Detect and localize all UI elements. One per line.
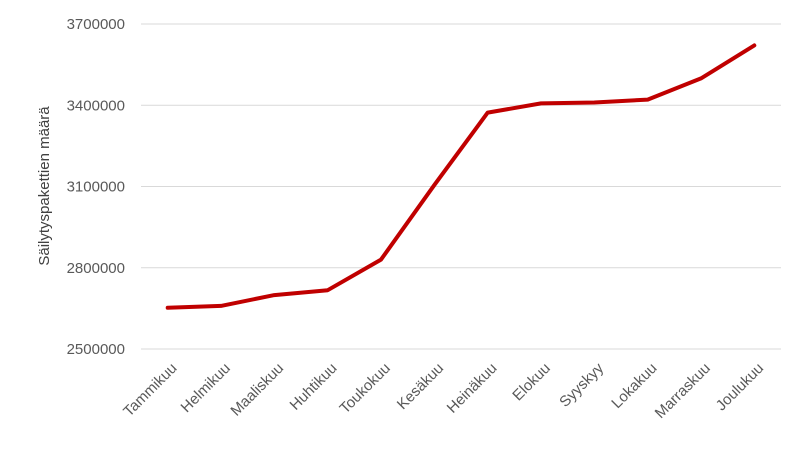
x-tick-label: Marraskuu <box>652 360 714 422</box>
x-tick-label: Heinäkuu <box>444 360 501 417</box>
y-tick-label: 2800000 <box>67 260 125 277</box>
y-axis-tick-labels: 2500000 2800000 3100000 3400000 3700000 <box>67 16 125 358</box>
x-tick-label: Lokakuu <box>608 360 660 412</box>
x-tick-label: Huhtikuu <box>287 360 341 414</box>
x-tick-label: Syyskyy <box>556 359 607 410</box>
y-tick-label: 3100000 <box>67 179 125 196</box>
x-tick-label: Tammikuu <box>120 360 180 420</box>
y-tick-label: 2500000 <box>67 341 125 358</box>
x-tick-label: Maaliskuu <box>227 360 287 420</box>
x-tick-label: Kesäkuu <box>394 360 447 413</box>
y-axis-title: Säilytyspakettien määrä <box>36 106 53 266</box>
series-line <box>165 43 757 310</box>
x-tick-label: Helmikuu <box>178 360 234 416</box>
x-tick-label: Elokuu <box>509 360 553 404</box>
gridlines <box>141 23 781 350</box>
x-tick-label: Toukokuu <box>336 360 393 417</box>
series-lines <box>165 43 757 310</box>
y-tick-label: 3700000 <box>67 16 125 33</box>
y-tick-label: 3400000 <box>67 97 125 114</box>
x-tick-label: Joulukuu <box>713 360 767 414</box>
